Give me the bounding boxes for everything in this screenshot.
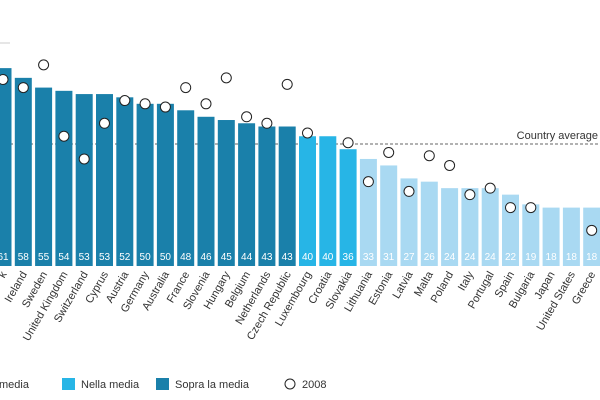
bar (197, 116, 215, 266)
bar (339, 149, 357, 266)
value-label: 24 (485, 252, 497, 263)
marker-2008 (362, 176, 374, 188)
marker-2008 (464, 189, 476, 201)
marker-2008 (180, 82, 192, 94)
marker-2008 (403, 185, 415, 197)
marker-2008 (200, 98, 212, 110)
bar (380, 165, 398, 266)
legend-label: media (0, 379, 30, 391)
bar (0, 68, 12, 266)
marker-2008 (17, 82, 29, 94)
bar (278, 126, 296, 266)
marker-2008 (159, 101, 171, 113)
marker-2008 (0, 73, 9, 85)
bar (116, 97, 134, 266)
bar (217, 120, 235, 267)
legend-label: Sopra la media (175, 379, 250, 391)
marker-2008 (586, 224, 598, 236)
bar (35, 87, 53, 267)
value-label: 27 (403, 252, 415, 263)
marker-2008 (241, 111, 253, 123)
value-label: 52 (119, 252, 131, 263)
bar (441, 188, 459, 266)
bar (359, 158, 377, 266)
bar (75, 94, 93, 266)
marker-2008 (342, 137, 354, 149)
value-label: 53 (79, 252, 91, 263)
bar (156, 103, 174, 267)
bar (481, 188, 499, 266)
bar (562, 207, 580, 266)
value-label: 24 (464, 252, 476, 263)
legend-swatch (62, 378, 75, 390)
value-label: 53 (99, 252, 111, 263)
value-label: 48 (180, 252, 192, 263)
value-label: 22 (505, 252, 517, 263)
value-label: 19 (525, 252, 537, 263)
value-label: 58 (18, 252, 30, 263)
bar (319, 136, 337, 266)
value-label: 44 (241, 252, 253, 263)
value-label: 43 (261, 252, 273, 263)
value-label: 50 (160, 252, 172, 263)
marker-2008 (383, 146, 395, 158)
marker-2008 (220, 72, 232, 84)
value-label: 50 (140, 252, 152, 263)
bar (177, 110, 195, 266)
marker-2008 (525, 202, 537, 214)
value-label: 55 (38, 252, 50, 263)
value-label: 40 (302, 252, 314, 263)
value-label: 18 (586, 252, 598, 263)
bar (96, 94, 113, 266)
bar (55, 90, 73, 266)
value-label: 43 (282, 252, 294, 263)
bar (522, 204, 540, 266)
bar (238, 123, 256, 266)
value-label: 54 (58, 252, 70, 263)
marker-2008 (302, 127, 313, 139)
marker-2008 (261, 117, 273, 129)
marker-2008 (99, 117, 110, 129)
marker-2008 (78, 153, 90, 165)
bar (258, 126, 276, 266)
bar (400, 178, 418, 266)
value-label: 31 (383, 252, 395, 263)
x-tick-label: Latvia (391, 269, 417, 301)
value-label: 24 (444, 252, 456, 263)
legend-marker (284, 378, 296, 390)
marker-2008 (423, 150, 435, 162)
bar (542, 207, 560, 266)
value-label: 45 (221, 252, 233, 263)
value-label: 33 (363, 252, 375, 263)
marker-2008 (139, 98, 151, 110)
bar (14, 77, 32, 266)
value-label: 36 (343, 252, 355, 263)
bar (461, 188, 479, 266)
marker-2008 (58, 130, 70, 142)
x-tick-label: k (0, 269, 10, 280)
value-label: 40 (322, 252, 334, 263)
bar (583, 207, 600, 266)
bar (136, 103, 154, 267)
value-label: 46 (200, 252, 212, 263)
x-tick-label: Italy (456, 269, 477, 293)
bar (420, 181, 438, 266)
marker-2008 (119, 95, 131, 107)
marker-2008 (505, 202, 516, 214)
marker-2008 (38, 59, 50, 71)
value-label: 18 (566, 252, 578, 263)
marker-2008 (281, 78, 293, 90)
legend-swatch (156, 378, 169, 390)
marker-2008 (484, 182, 496, 194)
value-label: 18 (546, 252, 558, 263)
value-label: 26 (424, 252, 436, 263)
marker-2008 (444, 159, 456, 171)
legend-label: 2008 (302, 379, 326, 391)
bar (299, 136, 316, 266)
legend-label: Nella media (81, 379, 140, 391)
average-label: Country average (517, 130, 598, 142)
bar (502, 194, 519, 266)
value-label: 61 (0, 252, 9, 263)
